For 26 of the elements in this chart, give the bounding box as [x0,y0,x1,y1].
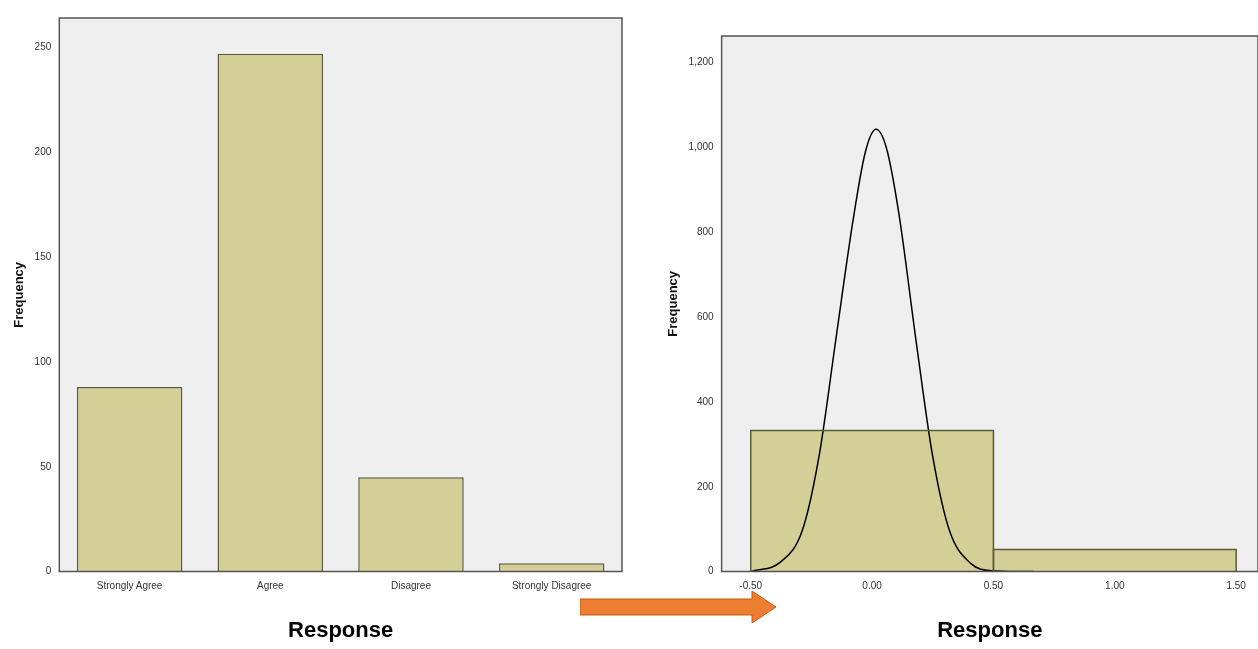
y-axis-title: Frequency [665,270,681,337]
x-tick-label: Agree [256,580,285,592]
y-tick-label: 600 [696,310,715,322]
x-axis-title: Response [288,616,394,642]
y-tick-label: 250 [34,41,52,53]
y-tick-label: 100 [34,355,52,367]
x-tick-label: 0.00 [862,580,883,592]
y-tick-label: 1,000 [688,141,715,153]
x-tick-label: Strongly Agree [96,580,163,592]
y-tick-label: 400 [696,395,715,407]
x-tick-label: 1.00 [1105,580,1125,592]
y-tick-label: 800 [696,226,715,238]
y-tick-label: 1,200 [688,56,715,68]
x-tick-label: Strongly Disagree [511,580,592,592]
y-tick-label: 0 [45,565,52,577]
x-tick-label: 1.50 [1226,580,1247,592]
x-axis-title: Response [937,616,1043,642]
y-tick-label: 200 [34,145,52,157]
y-tick-label: 150 [34,250,52,262]
y-tick-label: 200 [696,480,715,492]
y-axis-title: Frequency [11,261,27,328]
x-tick-label: 0.50 [983,580,1004,592]
y-tick-label: 0 [708,565,715,577]
y-tick-label: 50 [40,460,52,472]
x-tick-label: Disagree [390,580,432,592]
x-tick-label: -0.50 [739,580,763,592]
